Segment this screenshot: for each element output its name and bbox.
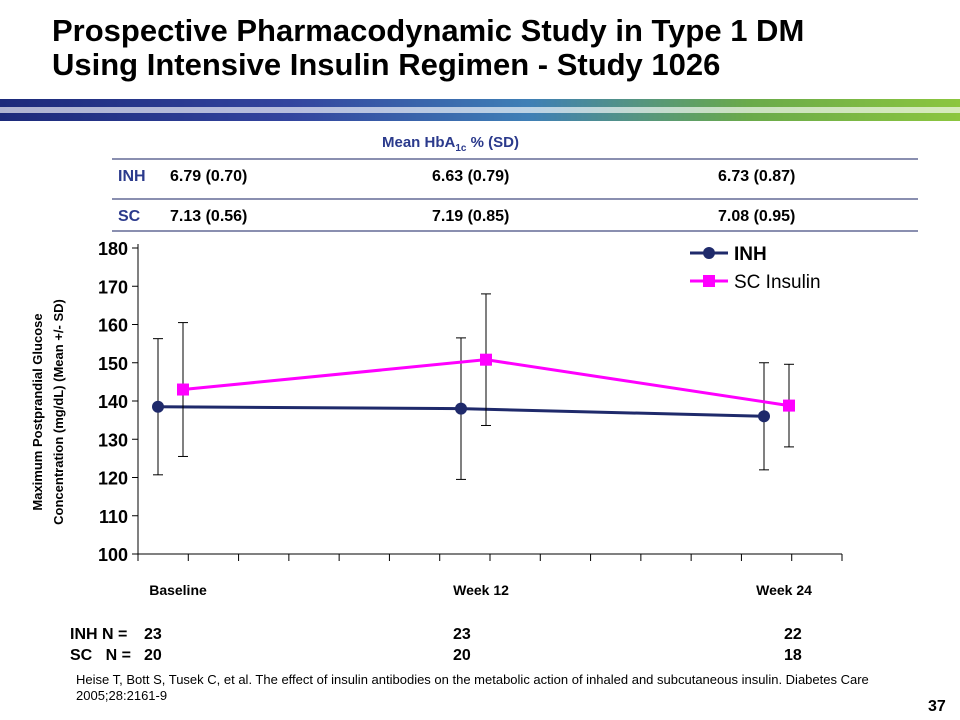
hba1c-inh-week12: 6.63 (0.79) [432, 168, 510, 185]
page-number: 37 [928, 698, 946, 715]
y-tick-label: 140 [98, 392, 128, 412]
x-category-label: Week 12 [453, 582, 509, 598]
slide-title: Prospective Pharmacodynamic Study in Typ… [52, 14, 804, 82]
hba1c-sc-week24: 7.08 (0.95) [718, 208, 796, 225]
data-point-1 [480, 353, 492, 366]
hba1c-table-rule-top [112, 158, 918, 160]
n-sc-week12: 20 [453, 647, 471, 664]
data-point-0 [455, 402, 467, 415]
data-point-0 [758, 410, 770, 423]
n-inh-week24: 22 [784, 626, 802, 643]
y-tick-label: 130 [98, 430, 128, 450]
hba1c-header-main: Mean HbA [382, 134, 456, 151]
legend-label-1: SC Insulin [734, 272, 821, 293]
x-category-label: Week 24 [756, 582, 812, 598]
y-axis-title-line-1: Maximum Postprandial Glucose [30, 313, 45, 510]
hba1c-table-header: Mean HbA1c % (SD) [382, 134, 519, 154]
y-tick-label: 110 [99, 507, 128, 527]
hba1c-sc-week12: 7.19 (0.85) [432, 208, 510, 225]
title-divider-bar [0, 99, 960, 121]
hba1c-table-rule-bottom [112, 230, 918, 232]
data-point-0 [152, 400, 164, 413]
slide-title-line-1: Prospective Pharmacodynamic Study in Typ… [52, 13, 805, 48]
y-tick-label: 160 [98, 316, 128, 336]
legend-marker-1 [703, 275, 715, 287]
x-category-label: Baseline [149, 582, 207, 598]
n-inh-baseline: 23 [144, 626, 162, 643]
legend-marker-0 [703, 247, 715, 259]
legend-label-0: INH [734, 244, 767, 265]
n-sc-week24: 18 [784, 647, 802, 664]
n-sc-baseline: 20 [144, 647, 162, 664]
hba1c-row-label-sc: SC [118, 208, 141, 225]
y-axis-title-line-2: Concentration (mg/dL) (Mean +/- SD) [51, 299, 66, 525]
y-tick-label: 170 [98, 277, 128, 297]
n-inh-week12: 23 [453, 626, 471, 643]
hba1c-inh-week24: 6.73 (0.87) [718, 168, 796, 185]
n-row-label-sc: SC N = [70, 647, 136, 664]
y-tick-label: 150 [98, 354, 128, 374]
data-point-1 [177, 383, 189, 396]
hba1c-row-label-inh: INH [118, 168, 146, 185]
data-point-1 [783, 399, 795, 412]
hba1c-inh-baseline: 6.79 (0.70) [170, 168, 248, 185]
citation-text: Heise T, Bott S, Tusek C, et al. The eff… [76, 672, 869, 703]
slide-title-line-2: Using Intensive Insulin Regimen - Study … [52, 47, 721, 82]
hba1c-header-subscript: 1c [455, 143, 467, 154]
hba1c-sc-baseline: 7.13 (0.56) [170, 208, 248, 225]
y-tick-label: 100 [98, 545, 128, 565]
y-tick-label: 120 [98, 469, 128, 489]
y-tick-label: 180 [98, 239, 128, 259]
hba1c-header-rest: % (SD) [466, 134, 519, 151]
n-row-label-inh: INH N = [70, 626, 128, 643]
hba1c-table-rule-middle [112, 198, 918, 200]
